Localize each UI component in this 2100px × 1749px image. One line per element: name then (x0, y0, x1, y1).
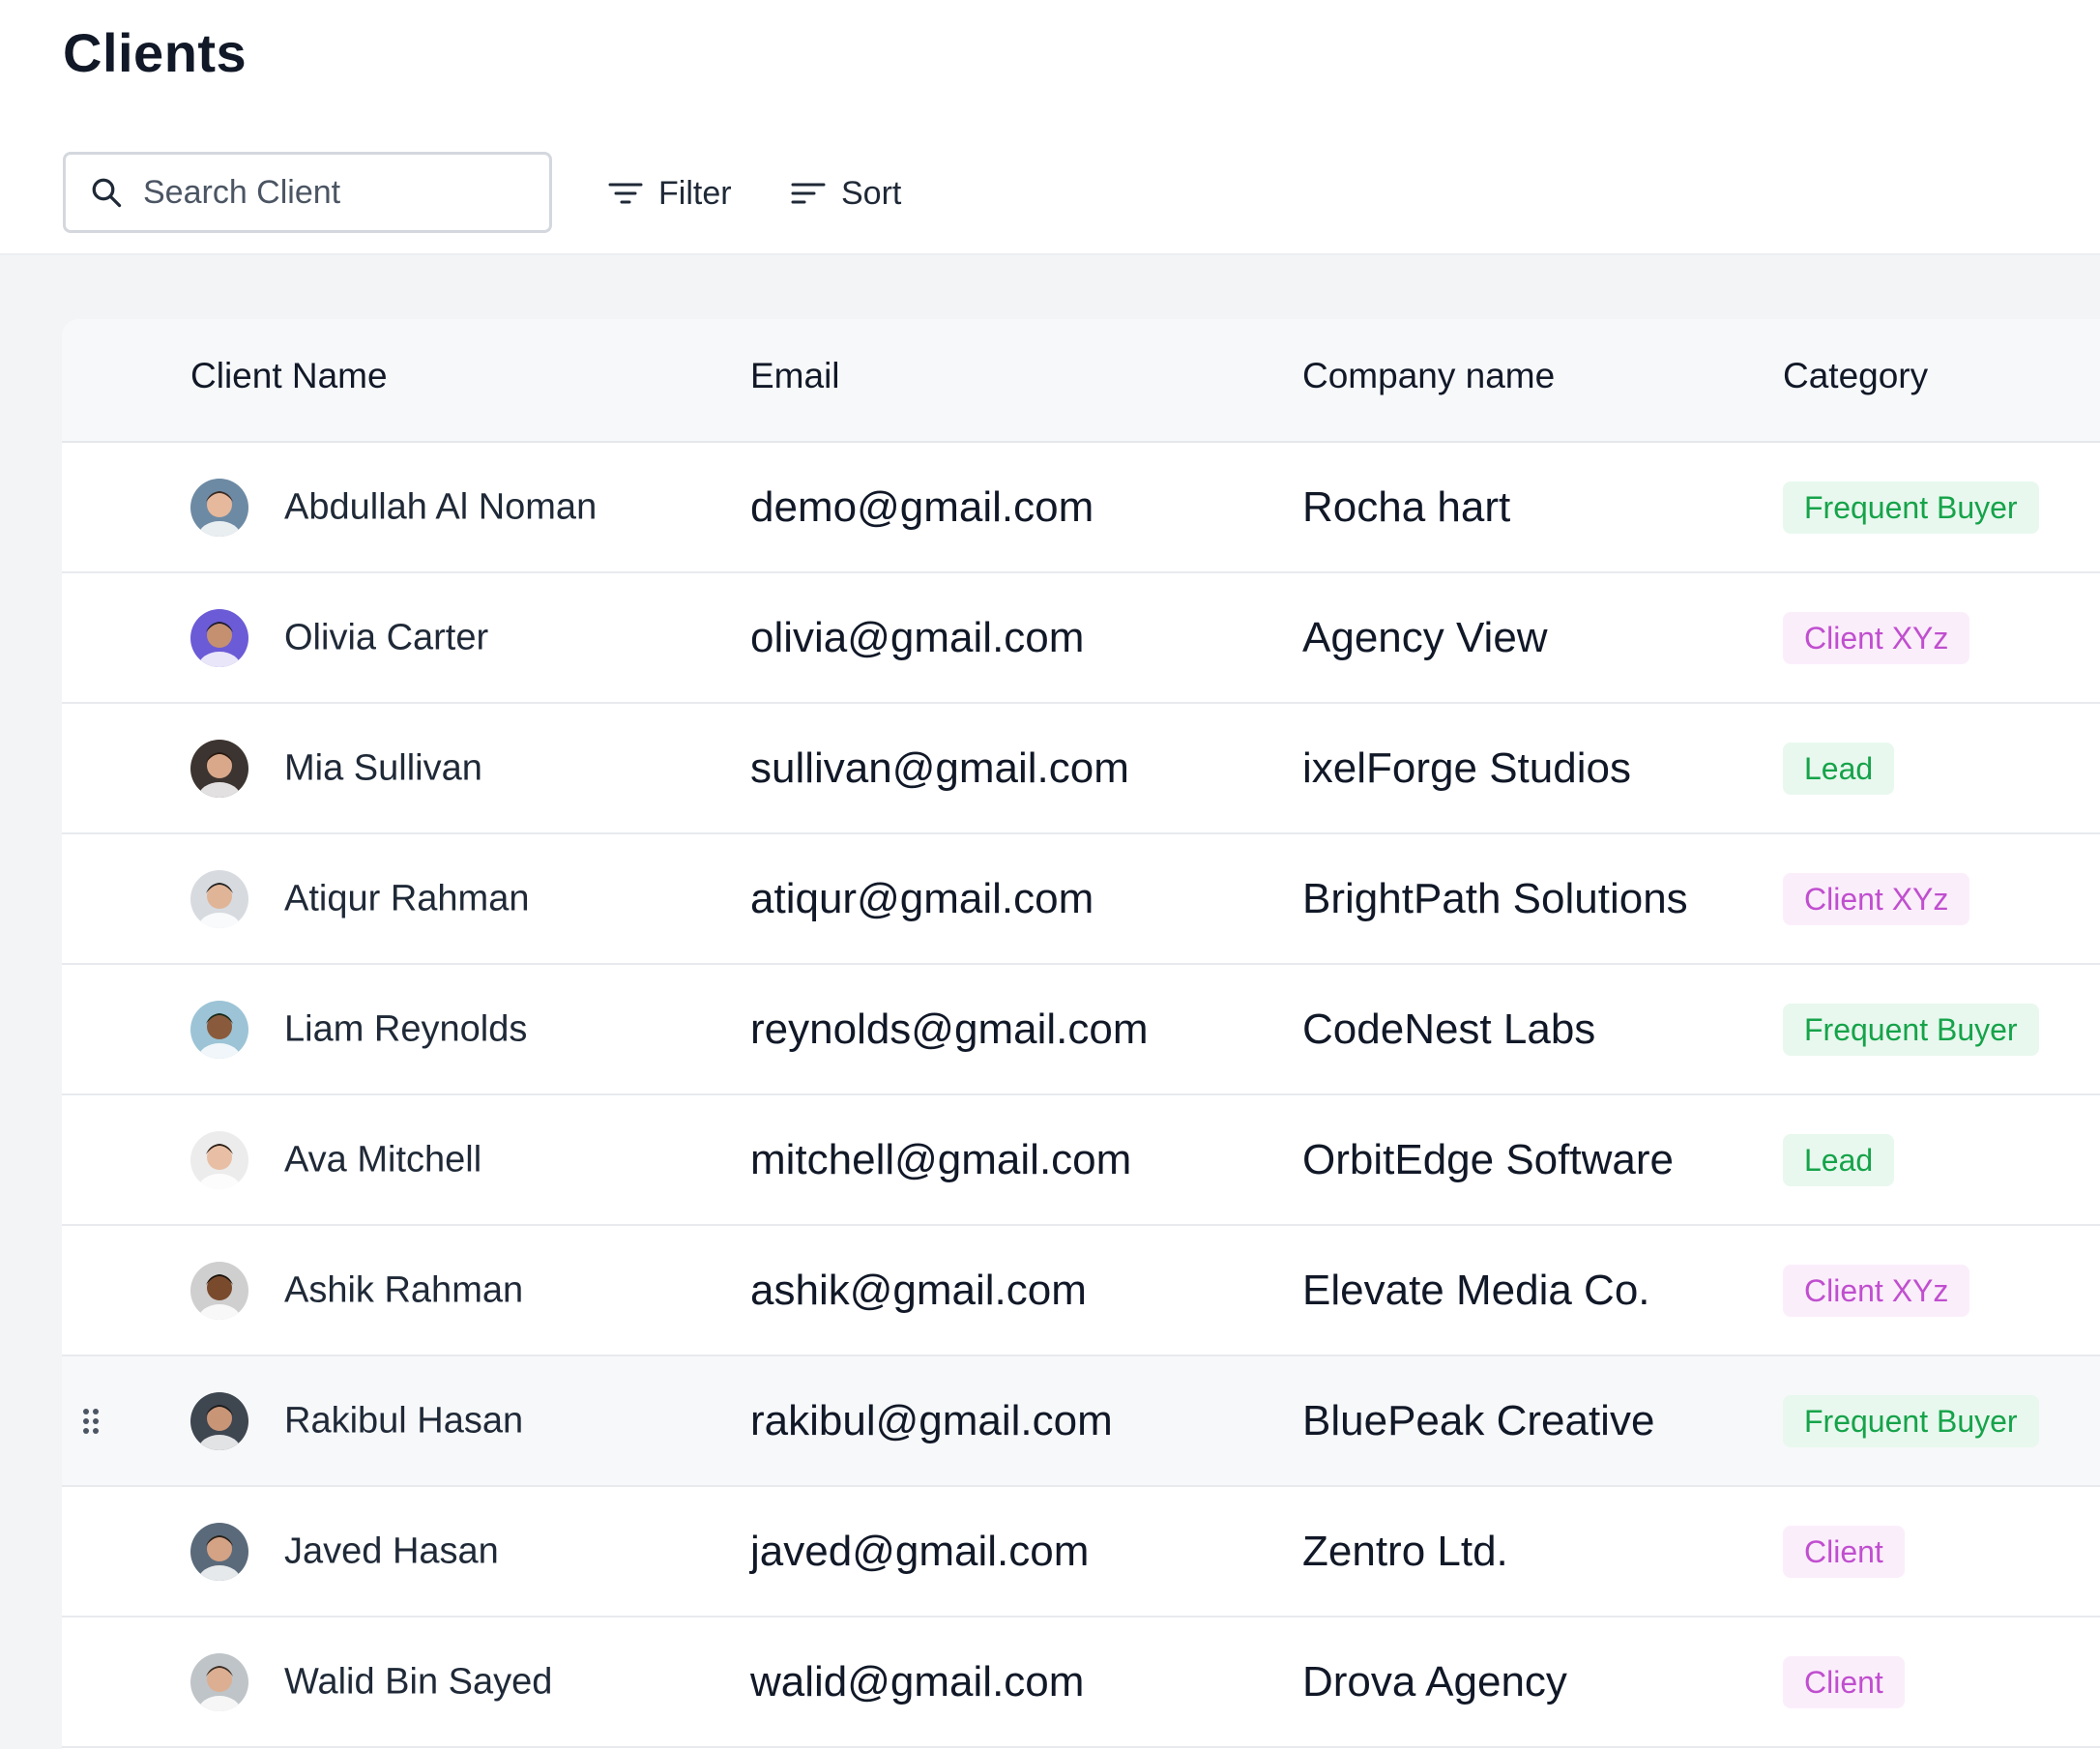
company-name: Rocha hart (1302, 482, 1511, 531)
company-name: Elevate Media Co. (1302, 1266, 1650, 1314)
filter-label: Filter (658, 174, 732, 212)
company-name: OrbitEdge Software (1302, 1135, 1674, 1183)
table-row[interactable]: Liam Reynolds reynolds@gmail.com CodeNest … (62, 965, 2100, 1095)
page-title: Clients (63, 22, 248, 83)
client-email: reynolds@gmail.com (750, 1005, 1149, 1053)
avatar (190, 1000, 248, 1059)
company-name: ixelForge Studios (1302, 743, 1631, 792)
category-badge: Client (1783, 1525, 1905, 1578)
sort-icon (791, 183, 826, 204)
content-area: Client Name Email Company name Category … (0, 255, 2100, 1749)
client-email: demo@gmail.com (750, 482, 1094, 531)
client-email: sullivan@gmail.com (750, 743, 1129, 792)
company-name: BrightPath Solutions (1302, 874, 1688, 922)
search-icon (89, 173, 128, 212)
client-name: Rakibul Hasan (284, 1400, 524, 1441)
client-name: Ashik Rahman (284, 1269, 524, 1310)
company-name: Drova Agency (1302, 1657, 1567, 1705)
table-row[interactable]: Abdullah Al Noman demo@gmail.com Rocha har… (62, 443, 2100, 573)
client-name: Walid Bin Sayed (284, 1661, 553, 1702)
company-name: BluePeak Creative (1302, 1396, 1655, 1444)
avatar (190, 1261, 248, 1320)
client-name: Ava Mitchell (284, 1139, 482, 1180)
column-header-company-name[interactable]: Company name (1302, 356, 1556, 395)
table-row[interactable]: Ashik Rahman ashik@gmail.com Elevate Media… (62, 1226, 2100, 1356)
company-name: Agency View (1302, 613, 1548, 661)
client-email: javed@gmail.com (750, 1527, 1090, 1575)
table-row[interactable]: Rakibul Hasan rakibul@gmail.com BluePeak C… (62, 1356, 2100, 1487)
sort-button[interactable]: Sort (791, 162, 901, 224)
filter-button[interactable]: Filter (608, 162, 732, 224)
avatar (190, 739, 248, 798)
client-name: Javed Hasan (284, 1530, 499, 1571)
client-name: Abdullah Al Noman (284, 486, 598, 527)
company-name: CodeNest Labs (1302, 1005, 1596, 1053)
category-badge: Lead (1783, 742, 1895, 795)
category-badge: Frequent Buyer (1783, 481, 2039, 534)
category-badge: Lead (1783, 1133, 1895, 1186)
avatar (190, 608, 248, 667)
client-name: Mia Sullivan (284, 747, 482, 788)
table-row[interactable]: Mia Sullivan sullivan@gmail.com ixelForge … (62, 704, 2100, 834)
search-box[interactable] (63, 152, 552, 233)
table-row[interactable]: Olivia Carter olivia@gmail.com Agency View… (62, 573, 2100, 704)
client-name: Atiqur Rahman (284, 878, 530, 918)
avatar (190, 1391, 248, 1450)
client-email: atiqur@gmail.com (750, 874, 1094, 922)
sort-label: Sort (841, 174, 902, 212)
avatar (190, 1522, 248, 1581)
company-name: Zentro Ltd. (1302, 1527, 1508, 1575)
clients-table: Client Name Email Company name Category … (62, 319, 2100, 1749)
table-row[interactable]: Ava Mitchell mitchell@gmail.com OrbitEdge … (62, 1095, 2100, 1226)
avatar (190, 1130, 248, 1189)
category-badge: Client XYz (1783, 611, 1970, 664)
top-bar: Clients Filter Sort (0, 0, 2100, 255)
client-email: walid@gmail.com (750, 1657, 1085, 1705)
table-header: Client Name Email Company name Category (62, 319, 2100, 443)
column-header-email[interactable]: Email (750, 356, 840, 395)
drag-handle-icon[interactable] (81, 1407, 101, 1436)
category-badge: Client XYz (1783, 872, 1970, 925)
search-input[interactable] (141, 172, 532, 213)
client-email: mitchell@gmail.com (750, 1135, 1132, 1183)
column-header-category[interactable]: Category (1783, 356, 1929, 395)
avatar (190, 478, 248, 537)
avatar (190, 1652, 248, 1711)
client-name: Olivia Carter (284, 617, 489, 657)
client-email: rakibul@gmail.com (750, 1396, 1113, 1444)
category-badge: Client (1783, 1655, 1905, 1708)
avatar (190, 869, 248, 928)
table-row[interactable]: Walid Bin Sayed walid@gmail.com Drova Agen… (62, 1618, 2100, 1748)
client-name: Liam Reynolds (284, 1008, 528, 1049)
category-badge: Frequent Buyer (1783, 1394, 2039, 1447)
client-email: ashik@gmail.com (750, 1266, 1087, 1314)
table-row[interactable]: Atiqur Rahman atiqur@gmail.com BrightPath … (62, 834, 2100, 965)
table-row[interactable]: Javed Hasan javed@gmail.com Zentro Ltd. Cli… (62, 1487, 2100, 1618)
column-header-client-name[interactable]: Client Name (190, 356, 388, 395)
client-email: olivia@gmail.com (750, 613, 1085, 661)
category-badge: Frequent Buyer (1783, 1003, 2039, 1056)
filter-icon (608, 183, 643, 204)
category-badge: Client XYz (1783, 1264, 1970, 1317)
